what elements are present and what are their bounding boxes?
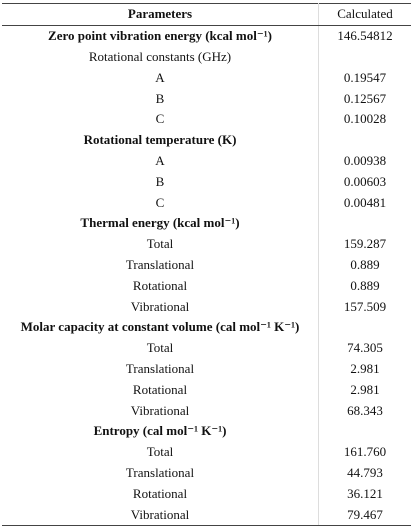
value-cell: 0.10028 xyxy=(343,111,387,127)
value-cell xyxy=(319,317,412,338)
parameter-cell: Total xyxy=(2,337,319,359)
table-row: B 0.00603 xyxy=(2,171,411,193)
parameter-cell: Rotational xyxy=(2,483,319,505)
header-cell: Calculated xyxy=(318,3,411,26)
parameter-cell: Translational xyxy=(2,358,319,380)
value-cell: 0.12567 xyxy=(343,90,387,106)
value-cell: 0.00938 xyxy=(343,152,387,168)
parameter-cell: C xyxy=(2,108,319,130)
parameter-cell: Rotational constants (GHz) xyxy=(2,46,319,68)
parameter-cell: Vibrational xyxy=(2,400,319,421)
parameter-cell: A xyxy=(2,150,319,172)
parameter-cell: Zero point vibration energy (kcal mol⁻¹) xyxy=(2,25,319,47)
parameter-cell: Rotational xyxy=(2,275,319,297)
parameter-cell: Entropy (cal mol⁻¹ K⁻¹) xyxy=(2,420,319,442)
table-row: Translational 2.981 xyxy=(2,358,411,380)
parameter-cell: B xyxy=(2,171,319,193)
value-cell xyxy=(319,213,412,234)
value-cell: 157.509 xyxy=(343,298,387,314)
table-row: Zero point vibration energy (kcal mol⁻¹)… xyxy=(2,25,411,47)
table-row: Molar capacity at constant volume (cal m… xyxy=(2,316,412,338)
value-cell: 68.343 xyxy=(347,402,383,418)
table-row: Total 74.305 xyxy=(2,337,411,359)
table-row: Thermal energy (kcal mol⁻¹) xyxy=(2,212,412,234)
value-cell: 146.54812 xyxy=(337,28,393,44)
table-row: Rotational 0.889 xyxy=(2,275,411,297)
parameter-cell: Total xyxy=(2,441,319,463)
table-row: Vibrational 68.343 xyxy=(2,400,411,421)
table-row: Vibrational 79.467 xyxy=(2,504,411,526)
value-cell: 159.287 xyxy=(343,236,387,252)
value-cell: 0.889 xyxy=(350,256,380,272)
header-row: Parameters Calculated xyxy=(2,3,411,26)
table-body: Zero point vibration energy (kcal mol⁻¹)… xyxy=(2,25,412,526)
parameter-cell: Vibrational xyxy=(2,296,319,317)
parameter-cell: Translational xyxy=(2,462,319,484)
value-cell: 0.889 xyxy=(350,277,380,293)
table-row: Total 159.287 xyxy=(2,233,411,255)
table-row: C 0.10028 xyxy=(2,108,411,130)
parameter-cell: Rotational temperature (K) xyxy=(2,129,319,151)
parameter-cell: Translational xyxy=(2,254,319,276)
data-table: Parameters Calculated Zero point vibrati… xyxy=(2,3,411,526)
table-row: Rotational 2.981 xyxy=(2,379,411,401)
value-cell: 74.305 xyxy=(347,340,383,356)
table-header: Parameters Calculated xyxy=(2,3,411,26)
value-cell: 0.00481 xyxy=(343,194,387,210)
value-cell: 0.19547 xyxy=(343,69,387,85)
parameter-cell: Molar capacity at constant volume (cal m… xyxy=(2,316,319,338)
parameter-cell: Rotational xyxy=(2,379,319,401)
table-row: A 0.19547 xyxy=(2,67,411,89)
parameter-cell: Vibrational xyxy=(2,504,319,526)
value-cell: 36.121 xyxy=(347,485,383,501)
value-cell: 0.00603 xyxy=(343,173,387,189)
value-cell xyxy=(319,421,412,442)
parameter-cell: Total xyxy=(2,233,319,255)
parameter-cell: B xyxy=(2,88,319,109)
table-row: B 0.12567 xyxy=(2,88,411,109)
table-row: Rotational 36.121 xyxy=(2,483,411,505)
value-cell: 161.760 xyxy=(343,444,387,460)
value-cell: 2.981 xyxy=(350,381,380,397)
value-cell: 2.981 xyxy=(350,360,380,376)
value-cell: 44.793 xyxy=(347,464,383,480)
table-row: Translational 44.793 xyxy=(2,462,411,484)
table-row: Entropy (cal mol⁻¹ K⁻¹) xyxy=(2,420,412,442)
table-row: Rotational constants (GHz) xyxy=(2,46,412,68)
page: Parameters Calculated Zero point vibrati… xyxy=(0,3,413,531)
value-cell: 79.467 xyxy=(318,504,411,526)
table-row: A 0.00938 xyxy=(2,150,411,172)
table-row: C 0.00481 xyxy=(2,192,411,213)
table-row: Rotational temperature (K) xyxy=(2,129,412,151)
table-row: Vibrational 157.509 xyxy=(2,296,411,317)
parameter-cell: A xyxy=(2,67,319,89)
header-cell: Parameters xyxy=(2,3,319,26)
parameter-cell: Thermal energy (kcal mol⁻¹) xyxy=(2,212,319,234)
table-row: Total 161.760 xyxy=(2,441,411,463)
value-cell xyxy=(319,47,412,68)
parameter-cell: C xyxy=(2,192,319,213)
value-cell xyxy=(319,130,412,151)
table-row: Translational 0.889 xyxy=(2,254,411,276)
